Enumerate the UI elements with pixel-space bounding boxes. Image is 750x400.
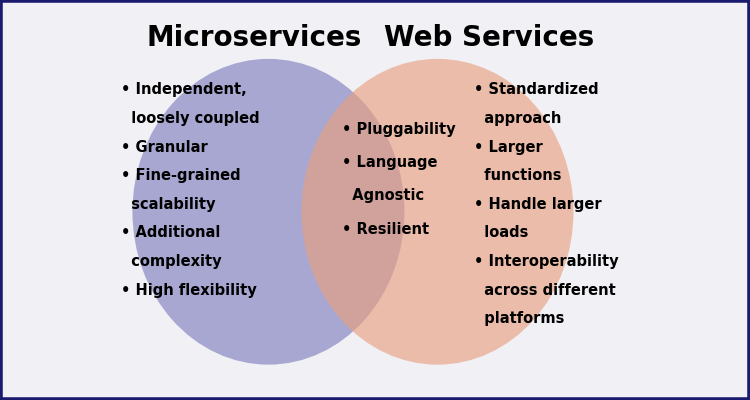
Text: • Language: • Language — [342, 155, 437, 170]
Text: functions: functions — [474, 168, 562, 183]
Text: Agnostic: Agnostic — [342, 188, 424, 203]
Ellipse shape — [133, 59, 404, 365]
Text: • Independent,: • Independent, — [122, 82, 248, 97]
Text: Web Services: Web Services — [384, 24, 594, 52]
Ellipse shape — [302, 59, 574, 365]
Text: loosely coupled: loosely coupled — [122, 111, 260, 126]
Text: Microservices: Microservices — [146, 24, 362, 52]
Text: complexity: complexity — [122, 254, 222, 269]
Text: approach: approach — [474, 111, 562, 126]
Text: • Pluggability: • Pluggability — [342, 122, 455, 137]
Text: platforms: platforms — [474, 311, 565, 326]
Text: • Interoperability: • Interoperability — [474, 254, 619, 269]
Text: • High flexibility: • High flexibility — [122, 283, 257, 298]
Text: • Standardized: • Standardized — [474, 82, 598, 97]
Text: • Resilient: • Resilient — [342, 222, 429, 236]
Text: • Handle larger: • Handle larger — [474, 197, 602, 212]
Text: scalability: scalability — [122, 197, 216, 212]
Text: across different: across different — [474, 283, 616, 298]
Text: • Larger: • Larger — [474, 140, 543, 155]
Text: loads: loads — [474, 226, 529, 240]
Text: • Additional: • Additional — [122, 226, 220, 240]
Text: • Granular: • Granular — [122, 140, 208, 155]
Text: • Fine-grained: • Fine-grained — [122, 168, 241, 183]
